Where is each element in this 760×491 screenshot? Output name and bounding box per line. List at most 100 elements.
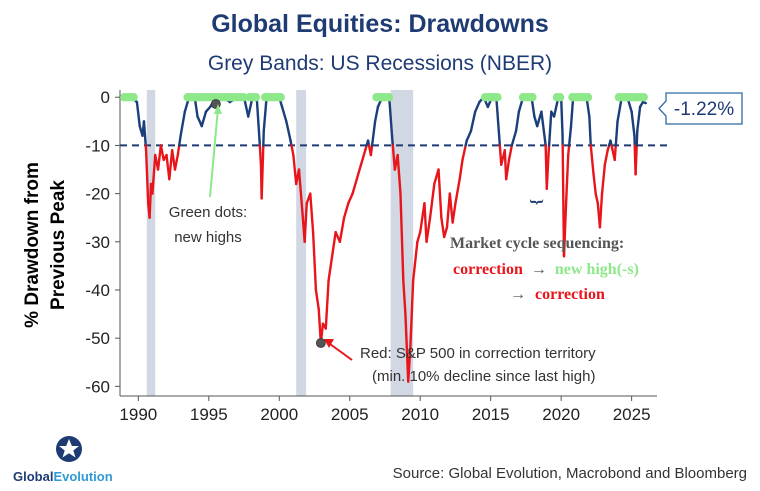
series-segment [411, 240, 419, 282]
x-tick-label: 1990 [119, 405, 157, 424]
series-segment [598, 192, 604, 229]
x-tick-label: 2005 [331, 405, 369, 424]
y-axis-label-line1: % Drawdown from [22, 162, 43, 328]
series-segment [495, 96, 501, 137]
series-segment [613, 144, 617, 162]
series-segment [285, 120, 292, 142]
y-tick-label: -50 [85, 329, 110, 348]
series-segment [428, 182, 436, 219]
series-segment [342, 202, 350, 219]
series-segment [600, 163, 607, 195]
x-tick-label: 2000 [260, 405, 298, 424]
y-tick-label: -10 [85, 136, 110, 155]
series-segment [592, 173, 597, 195]
series-segment [559, 96, 564, 137]
series-segment [177, 134, 182, 147]
new-high-dot [583, 93, 593, 102]
new-high-dot [555, 93, 565, 102]
red-annotation-arrow [329, 343, 353, 361]
series-segment [458, 158, 464, 181]
highlight-point [315, 338, 326, 348]
series-segment [373, 105, 380, 123]
new-high-dot [251, 93, 261, 102]
x-tick-label: 2020 [542, 405, 580, 424]
series-segment [416, 230, 422, 243]
new-high-dot [493, 93, 502, 102]
series-segment [173, 153, 179, 171]
series-segment [451, 202, 457, 224]
series-segment [144, 149, 150, 205]
red-label-line1: Red: S&P 500 in correction territory [360, 345, 596, 362]
series-segment [338, 216, 346, 243]
series-segment [292, 153, 298, 186]
series-segment [461, 144, 467, 162]
series-segment [504, 158, 511, 181]
series-segment [634, 144, 638, 176]
cycle-correction-2: correction [535, 286, 605, 303]
series-segment [355, 163, 363, 181]
cycle-brace: { [528, 199, 545, 205]
series-segment [370, 120, 377, 147]
series-segment [359, 149, 367, 166]
source-note: Source: Global Evolution, Macrobond and … [393, 465, 747, 482]
cycle-arrow-2: → [510, 286, 526, 303]
new-high-dot [129, 93, 138, 102]
new-high-dot [239, 93, 248, 102]
x-axis-ticks: 1990 1995 2000 2005 2010 2015 2020 2025 [119, 396, 651, 424]
cycle-arrow-1: → [531, 261, 547, 278]
y-tick-label: -60 [85, 377, 110, 396]
series-segment [255, 96, 261, 142]
series-segment [327, 250, 335, 282]
cycle-new-high: new high(-s) [555, 261, 639, 278]
series-segment [151, 153, 157, 195]
series-segment [440, 216, 446, 239]
y-tick-label: -20 [85, 185, 110, 204]
new-high-dot [276, 93, 285, 102]
cycle-line2: → correction [510, 286, 605, 303]
series-segment [569, 96, 575, 128]
series-segment [425, 216, 432, 243]
x-tick-label: 1995 [190, 405, 228, 424]
series-segment [510, 129, 518, 147]
series-segment [636, 105, 642, 133]
new-high-dot [384, 93, 394, 102]
series-segment [290, 144, 295, 157]
series-segment [396, 153, 402, 195]
series-segment [635, 129, 639, 147]
series-segment [297, 168, 305, 224]
series-segment [258, 144, 263, 166]
green-arrow-head [214, 104, 222, 114]
recession-band-1 [296, 90, 307, 396]
series-segment [564, 153, 570, 205]
series-segment [437, 168, 443, 219]
drawdown-series [123, 96, 647, 383]
series-segment [514, 110, 521, 133]
callout-box [658, 92, 743, 125]
series-segment [303, 202, 308, 243]
series-segment [547, 144, 551, 157]
new-high-dots [120, 93, 648, 102]
recession-band-0 [146, 90, 156, 396]
series-segment [567, 124, 573, 147]
series-segment [409, 279, 415, 350]
logo-part1: Global [13, 469, 53, 484]
series-segment [159, 144, 165, 162]
red-label-line2: (min. 10% decline since last high) [372, 368, 595, 385]
series-segment [324, 279, 330, 330]
series-segment [407, 346, 412, 383]
series-segment [314, 288, 320, 311]
y-tick-label: 0 [101, 88, 110, 107]
y-tick-label: -30 [85, 233, 110, 252]
logo-wordmark: GlobalEvolution [13, 469, 113, 484]
series-segment [179, 110, 187, 137]
series-segment [562, 202, 568, 258]
series-segment [547, 110, 553, 147]
latest-value-label: -1.22% [674, 99, 734, 120]
y-tick-label: -40 [85, 281, 110, 300]
series-segment [614, 120, 619, 147]
series-segment [545, 153, 550, 190]
y-axis-label-line2: Previous Peak [48, 180, 69, 310]
series-segment [469, 110, 477, 133]
logo-part2: Evolution [53, 469, 112, 484]
series-segment [454, 177, 461, 205]
